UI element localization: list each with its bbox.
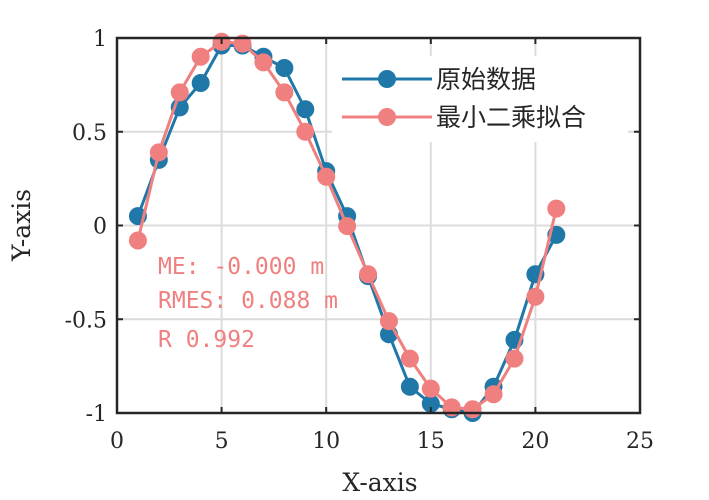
x-tick-label: 5	[215, 429, 229, 454]
x-tick-label: 15	[417, 429, 445, 454]
legend-box	[332, 56, 628, 142]
legend: 原始数据 最小二乘拟合	[332, 56, 628, 142]
series-layer	[128, 32, 566, 422]
data-point	[400, 377, 419, 396]
data-point	[526, 287, 545, 306]
data-point	[463, 400, 482, 419]
y-tick-label: 0	[93, 215, 107, 240]
data-point	[547, 199, 566, 218]
legend-marker-fit	[378, 108, 396, 126]
data-point	[484, 385, 503, 404]
data-point	[275, 59, 294, 77]
annotation-rmes: RMES: 0.088 m	[158, 288, 338, 314]
data-point	[505, 349, 524, 368]
x-tick-label: 20	[521, 429, 549, 454]
legend-marker-original	[378, 70, 396, 88]
data-point	[296, 100, 315, 119]
x-axis-label: X-axis	[342, 468, 417, 497]
data-point	[400, 349, 419, 368]
data-point	[170, 83, 189, 102]
y-tick-label: -1	[86, 402, 107, 427]
annotation-me: ME: -0.000 m	[158, 254, 324, 280]
x-tick-label: 10	[312, 429, 340, 454]
y-tick-label: 0.5	[72, 121, 107, 146]
data-point	[296, 122, 315, 141]
data-point	[421, 379, 440, 398]
data-point	[191, 47, 210, 66]
data-point	[254, 53, 273, 72]
data-point	[379, 312, 398, 331]
x-tick-label: 0	[110, 429, 124, 454]
data-point	[128, 231, 147, 250]
data-point	[317, 167, 336, 186]
y-tick-label: 1	[93, 27, 107, 52]
data-point	[359, 265, 378, 284]
data-point	[421, 394, 440, 413]
annotation-r: R 0.992	[158, 327, 255, 353]
y-tick-label: -0.5	[65, 308, 107, 333]
data-point	[149, 143, 168, 162]
y-axis-label: Y-axis	[7, 189, 36, 262]
stats-annotations: ME: -0.000 m RMES: 0.088 m R 0.992	[158, 254, 338, 353]
data-point	[275, 83, 294, 102]
x-tick-label: 25	[626, 429, 654, 454]
legend-label-original: 原始数据	[436, 65, 536, 94]
tick-layer: 0 5 10 15 20 25 -1 -0.5 0 0.5 1	[65, 27, 654, 454]
data-point	[191, 74, 210, 92]
legend-label-fit: 最小二乘拟合	[436, 103, 586, 132]
data-point	[338, 217, 357, 236]
